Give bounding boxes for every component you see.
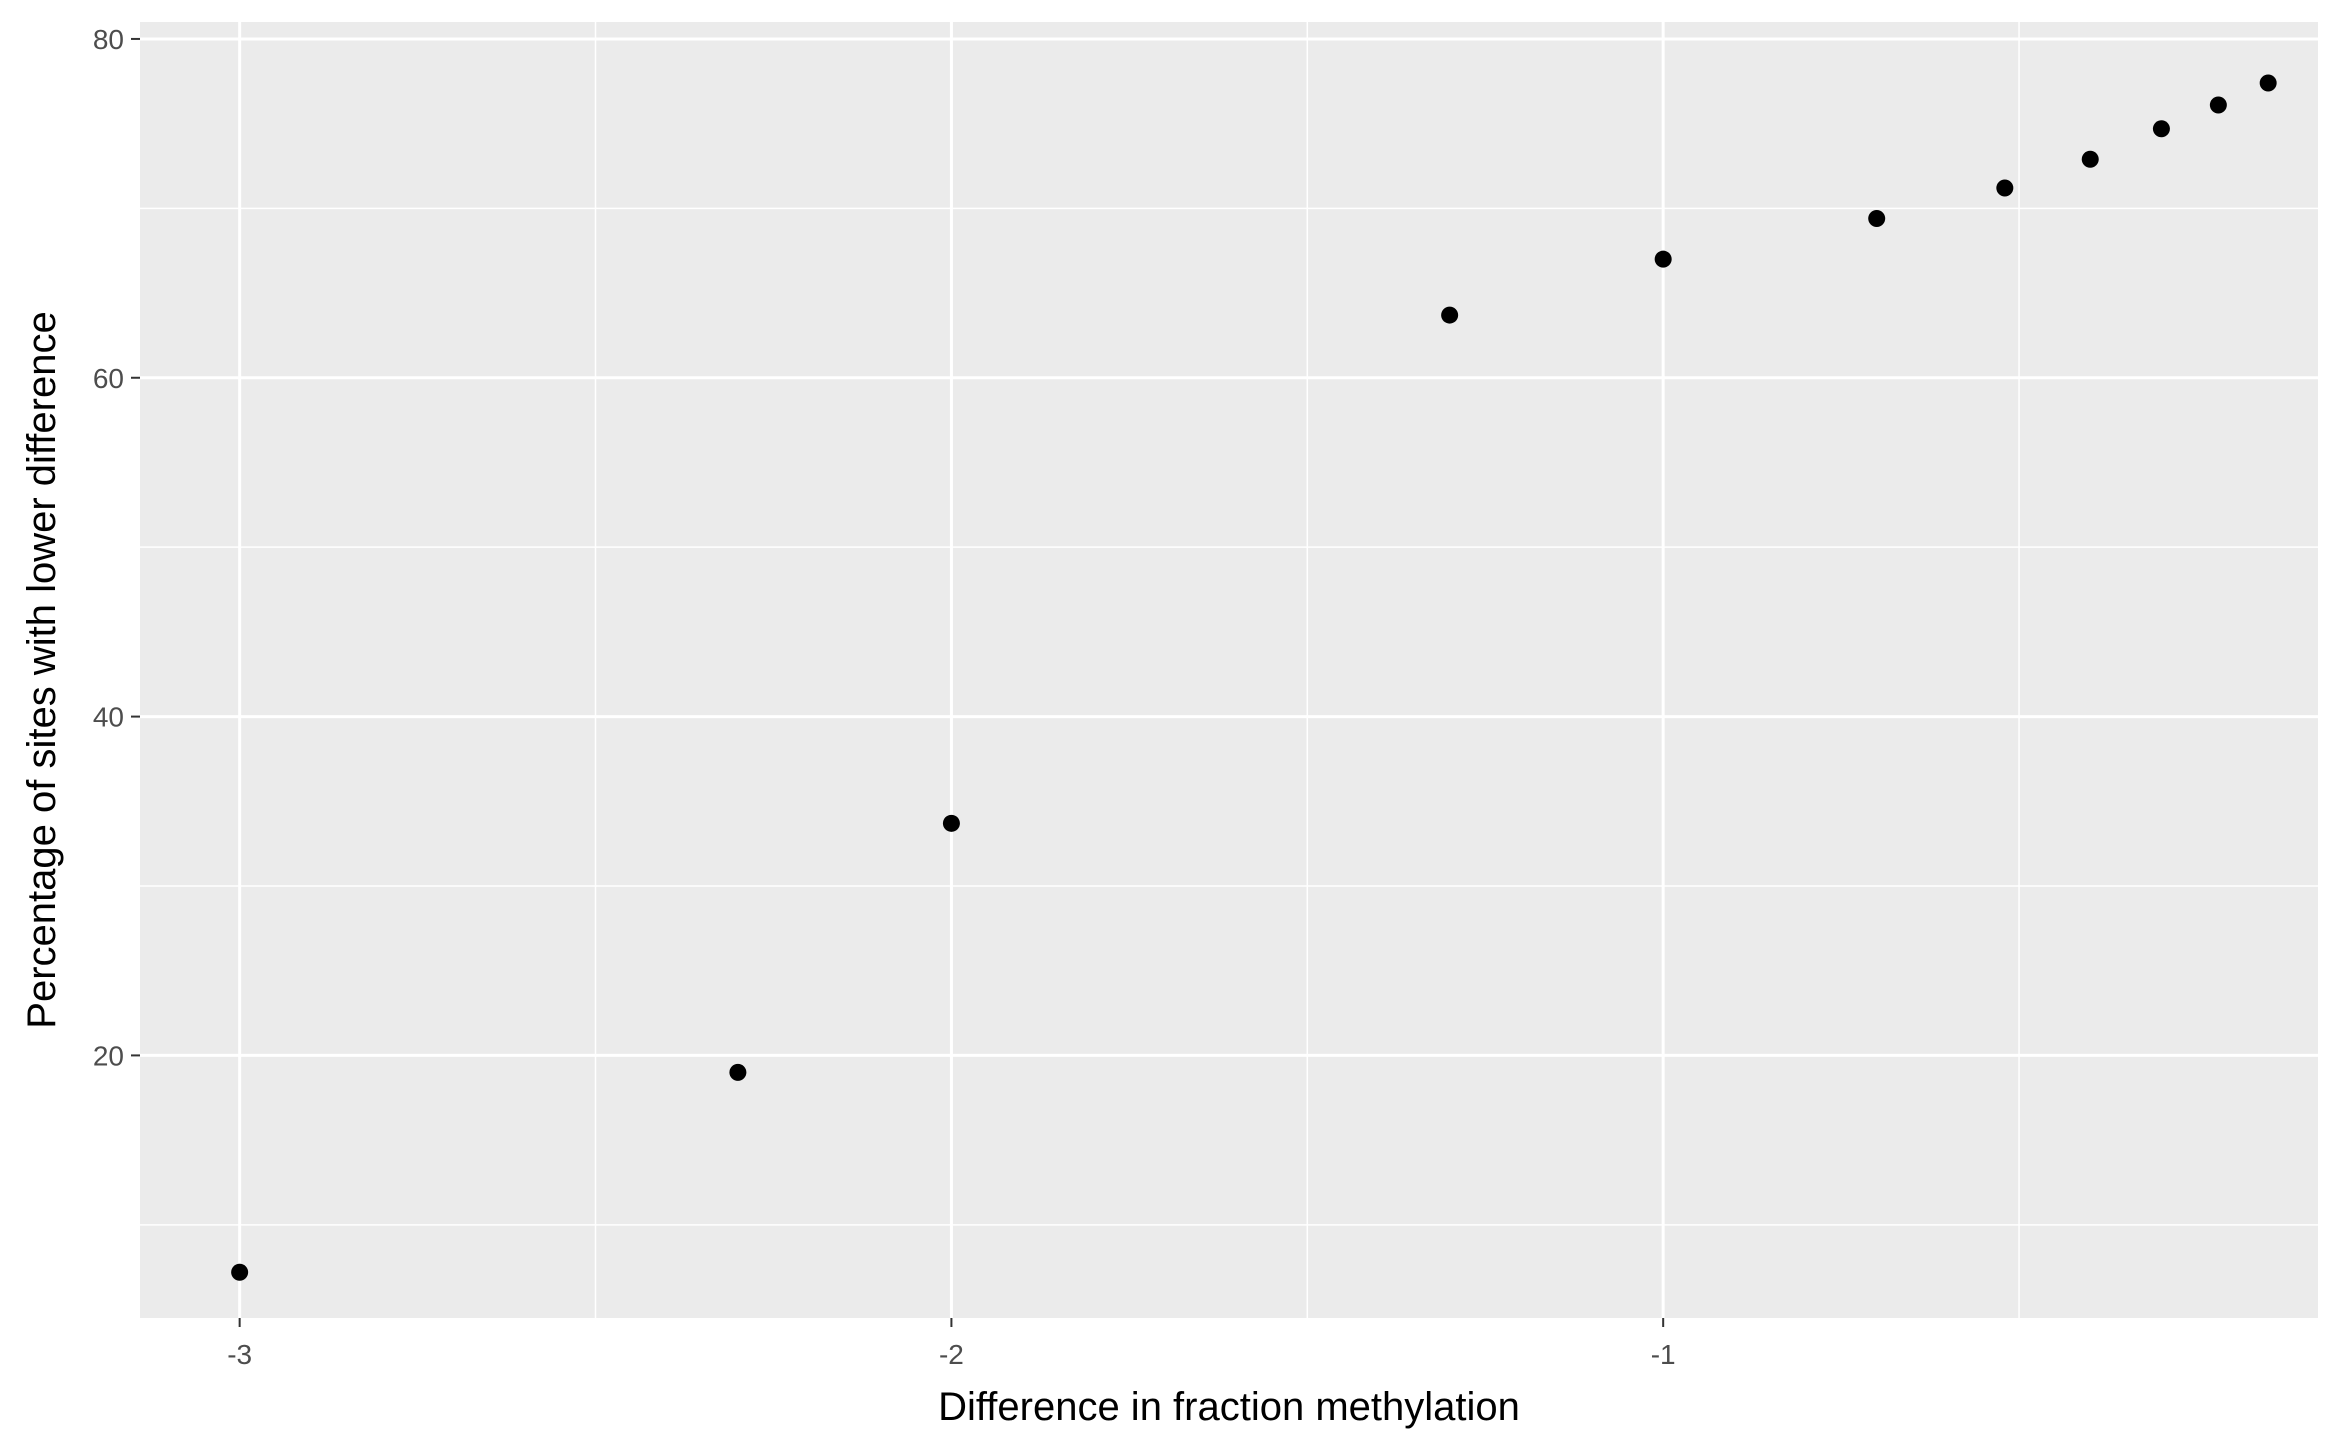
major-gridlines (140, 22, 2318, 1318)
data-point (2259, 74, 2277, 92)
data-point (729, 1063, 747, 1081)
x-tick-label: -1 (1651, 1339, 1676, 1370)
y-tick-label: 40 (93, 702, 124, 733)
data-point (942, 814, 960, 832)
x-axis: -3 -2 -1 (227, 1318, 1676, 1370)
y-tick-label: 20 (93, 1040, 124, 1071)
y-axis-title: Percentage of sites with lower differenc… (20, 311, 64, 1028)
x-axis-title: Difference in fraction methylation (938, 1385, 1520, 1429)
data-point (2209, 96, 2227, 114)
data-point (2081, 150, 2099, 168)
data-point (2152, 120, 2170, 138)
x-tick-label: -3 (227, 1339, 252, 1370)
data-point (1996, 179, 2014, 197)
data-point (1868, 210, 1886, 228)
y-axis: 20 40 60 80 (93, 24, 140, 1071)
y-tick-label: 80 (93, 24, 124, 55)
x-tick-label: -2 (939, 1339, 964, 1370)
data-point (1654, 250, 1672, 268)
data-points (231, 74, 2277, 1281)
minor-gridlines (140, 22, 2318, 1318)
plot-panel (140, 22, 2318, 1318)
y-tick-label: 60 (93, 363, 124, 394)
data-point (231, 1263, 249, 1281)
data-point (1441, 306, 1459, 324)
